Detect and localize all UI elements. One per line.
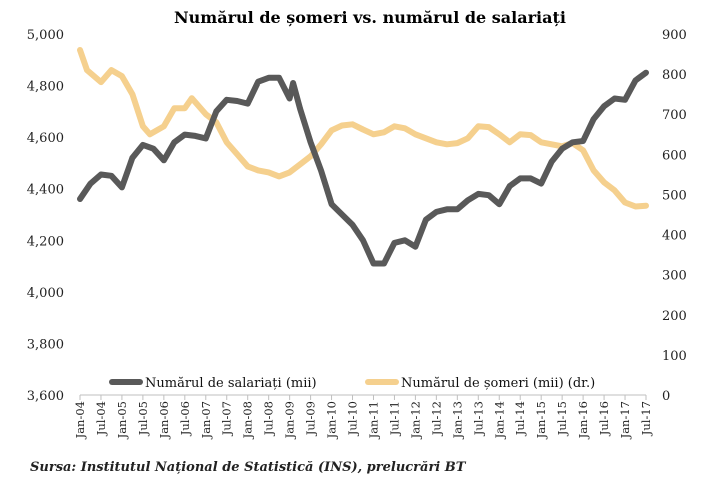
x-tick-label: Jul-17 [639,401,653,436]
x-tick-label: Jan-05 [115,401,129,439]
x-tick-label: Jul-16 [597,401,611,436]
x-tick-label: Jul-09 [304,401,318,436]
x-tick-label: Jul-11 [387,401,401,436]
x-tick-label: Jul-12 [429,401,443,436]
source-note: Sursa: Institutul Național de Statistică… [30,460,466,475]
right-tick-label: 800 [662,68,687,83]
right-tick-label: 700 [662,108,687,123]
x-tick-label: Jul-06 [178,401,192,436]
right-tick-label: 500 [662,188,687,203]
x-tick-label: Jul-07 [220,401,234,436]
x-tick-label: Jan-14 [492,401,506,439]
x-tick-label: Jul-05 [136,401,150,436]
left-tick-label: 4,200 [27,234,64,249]
left-tick-label: 3,600 [27,389,64,404]
x-tick-label: Jul-15 [555,401,569,436]
right-tick-label: 900 [662,28,687,43]
left-tick-label: 5,000 [27,28,64,43]
x-tick-label: Jul-14 [513,401,527,436]
x-tick-label: Jul-04 [94,401,108,436]
x-tick-label: Jul-08 [262,401,276,436]
left-tick-label: 4,400 [27,183,64,198]
legend-label-someri: Numărul de șomeri (mii) (dr.) [401,376,595,391]
right-tick-label: 300 [662,269,687,284]
x-tick-label: Jan-06 [157,401,171,439]
x-tick-label: Jul-10 [346,401,360,436]
x-tick-label: Jan-08 [241,401,255,439]
series-group [77,47,649,267]
left-tick-label: 4,600 [27,131,64,146]
left-tick-label: 3,800 [27,337,64,352]
right-tick-label: 100 [662,349,687,364]
x-tick-label: Jan-09 [283,401,297,439]
x-tick-label: Jan-07 [199,401,213,439]
left-axis-ticks: 3,600 3,800 4,000 4,200 4,400 4,600 4,800 5,000 [27,28,64,404]
right-tick-label: 200 [662,309,687,324]
left-tick-label: 4,000 [27,286,64,301]
legend-label-salariati: Numărul de salariați (mii) [145,376,317,391]
x-tick-label: Jan-16 [576,401,590,439]
x-tick-label: Jan-04 [73,401,87,439]
right-tick-label: 0 [662,389,670,404]
right-tick-label: 400 [662,229,687,244]
left-tick-label: 4,800 [27,80,64,95]
right-tick-label: 600 [662,148,687,163]
x-tick-label: Jan-11 [366,401,380,439]
chart-title: Numărul de șomeri vs. numărul de salaria… [174,8,566,27]
legend: Numărul de salariați (mii) Numărul de șo… [109,376,595,391]
x-tick-label: Jan-10 [325,401,339,439]
x-tick-label: Jan-15 [534,401,548,439]
x-axis-ticks: Jan-04 Jul-04 Jan-05 Jul-05 Jan-06 Jul-06 Jan-… [73,395,653,439]
x-tick-label: Jan-13 [450,401,464,439]
right-axis-ticks: 0 100 200 300 400 500 600 700 800 900 [662,28,687,404]
x-tick-label: Jan-12 [408,401,422,439]
x-tick-label: Jan-17 [618,401,632,439]
series-line-someri [77,47,649,210]
series-line-salariati [77,69,649,267]
x-tick-label: Jul-13 [471,401,485,436]
